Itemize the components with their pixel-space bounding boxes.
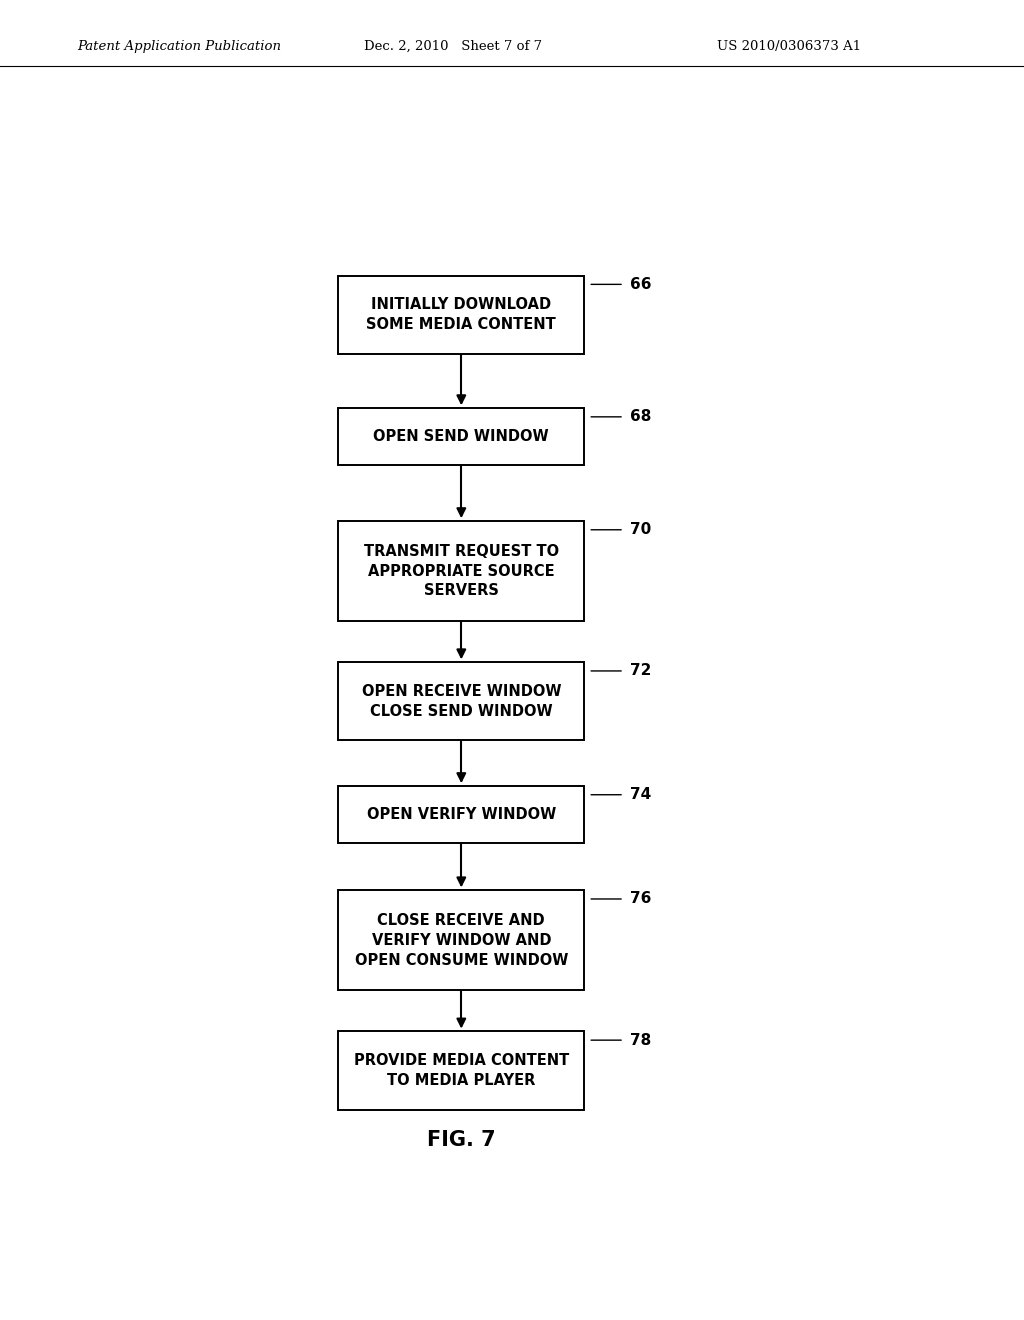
Bar	[338, 408, 585, 465]
Text: OPEN VERIFY WINDOW: OPEN VERIFY WINDOW	[367, 807, 556, 822]
Text: 74: 74	[631, 787, 651, 803]
Text: 66: 66	[631, 277, 652, 292]
Text: OPEN SEND WINDOW: OPEN SEND WINDOW	[374, 429, 549, 444]
Text: 76: 76	[631, 891, 651, 907]
Text: OPEN RECEIVE WINDOW
CLOSE SEND WINDOW: OPEN RECEIVE WINDOW CLOSE SEND WINDOW	[361, 684, 561, 719]
Text: 78: 78	[631, 1032, 651, 1048]
Bar	[338, 276, 585, 354]
Bar	[338, 663, 585, 741]
Text: TRANSMIT REQUEST TO
APPROPRIATE SOURCE
SERVERS: TRANSMIT REQUEST TO APPROPRIATE SOURCE S…	[364, 544, 559, 598]
Text: PROVIDE MEDIA CONTENT
TO MEDIA PLAYER: PROVIDE MEDIA CONTENT TO MEDIA PLAYER	[353, 1053, 569, 1088]
Text: 68: 68	[631, 409, 651, 424]
Text: INITIALLY DOWNLOAD
SOME MEDIA CONTENT: INITIALLY DOWNLOAD SOME MEDIA CONTENT	[367, 297, 556, 333]
Bar	[338, 785, 585, 842]
Text: Patent Application Publication: Patent Application Publication	[77, 40, 281, 53]
Text: CLOSE RECEIVE AND
VERIFY WINDOW AND
OPEN CONSUME WINDOW: CLOSE RECEIVE AND VERIFY WINDOW AND OPEN…	[354, 913, 568, 968]
Text: FIG. 7: FIG. 7	[427, 1130, 496, 1150]
Text: 72: 72	[631, 664, 651, 678]
Text: Dec. 2, 2010   Sheet 7 of 7: Dec. 2, 2010 Sheet 7 of 7	[364, 40, 542, 53]
Text: 70: 70	[631, 523, 651, 537]
Bar	[338, 1031, 585, 1110]
Bar	[338, 521, 585, 620]
Bar	[338, 890, 585, 990]
Text: US 2010/0306373 A1: US 2010/0306373 A1	[717, 40, 861, 53]
